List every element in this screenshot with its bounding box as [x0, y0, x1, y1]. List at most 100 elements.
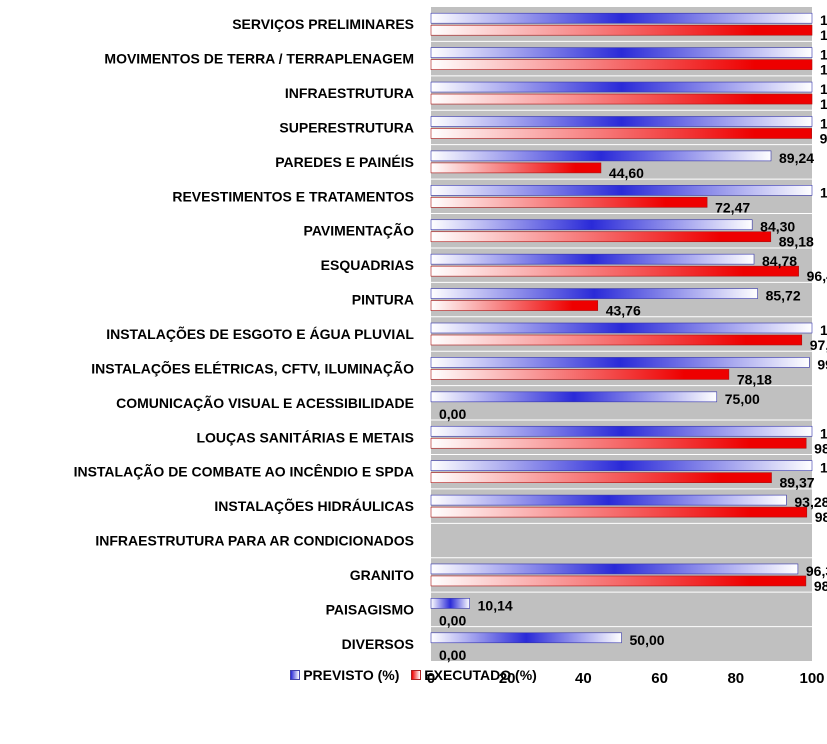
data-label: 89,37	[779, 475, 814, 491]
bar-previsto[interactable]	[430, 391, 718, 403]
category-label: INFRAESTRUTURA PARA AR CONDICIONADOS	[95, 533, 414, 549]
bar-previsto[interactable]	[430, 322, 813, 334]
bar-executado[interactable]	[430, 575, 807, 587]
category-label: INSTALAÇÕES HIDRÁULICAS	[214, 497, 414, 514]
data-label: 98,39	[814, 578, 827, 594]
legend-item-executado[interactable]: EXECUTADO (%)	[411, 667, 537, 683]
bar-executado[interactable]	[430, 437, 807, 449]
bar-executado[interactable]	[430, 369, 730, 380]
bar-executado[interactable]	[430, 93, 813, 105]
data-label: 50,00	[630, 632, 665, 648]
bar-previsto[interactable]	[430, 150, 772, 162]
data-label: 84,30	[760, 219, 795, 235]
data-label: 10,14	[478, 597, 513, 613]
data-label: 89,18	[779, 234, 814, 250]
category-label: PAVIMENTAÇÃO	[304, 222, 415, 239]
category-label: SERVIÇOS PRELIMINARES	[232, 16, 414, 32]
x-tick-label: 0	[427, 670, 435, 687]
category-label: GRANITO	[350, 567, 414, 583]
bar-previsto[interactable]	[430, 598, 470, 609]
data-label: 100,00	[820, 81, 827, 97]
bar-previsto[interactable]	[430, 563, 799, 575]
bar-previsto[interactable]	[430, 425, 813, 437]
category-label: COMUNICAÇÃO VISUAL E ACESSIBILIDADE	[116, 394, 414, 411]
legend-label-executado: EXECUTADO (%)	[424, 667, 537, 683]
data-label: 100,00	[820, 27, 827, 43]
bar-layer	[430, 12, 813, 644]
data-label: 0,00	[439, 406, 466, 422]
data-label: 96,30	[806, 563, 827, 579]
category-label: DIVERSOS	[342, 636, 414, 652]
category-label: PAISAGISMO	[326, 601, 415, 617]
data-label: 100,00	[820, 184, 827, 200]
legend-swatch-previsto	[290, 670, 301, 680]
data-label: 89,24	[779, 150, 814, 166]
legend-item-previsto[interactable]: PREVISTO (%)	[290, 667, 399, 683]
bar-executado[interactable]	[430, 265, 799, 277]
data-label: 43,76	[606, 303, 641, 319]
x-tick-label: 40	[575, 670, 592, 687]
data-label: 72,47	[715, 199, 750, 215]
bar-executado[interactable]	[430, 334, 803, 346]
x-tick-label: 80	[727, 670, 744, 687]
bar-previsto[interactable]	[430, 12, 813, 24]
data-label: 75,00	[725, 391, 760, 407]
data-label: 93,28	[794, 494, 827, 510]
legend-label-previsto: PREVISTO (%)	[303, 667, 400, 683]
bar-previsto[interactable]	[430, 632, 622, 644]
bar-executado[interactable]	[430, 24, 813, 36]
bar-previsto[interactable]	[430, 219, 753, 231]
bar-executado[interactable]	[430, 231, 772, 243]
data-label: 100,00	[820, 96, 827, 112]
data-label: 96,49	[807, 268, 827, 284]
data-label: 100,00	[820, 62, 827, 78]
bar-executado[interactable]	[430, 197, 708, 208]
category-label: MOVIMENTOS DE TERRA / TERRAPLENAGEM	[104, 51, 414, 67]
grid-layer	[431, 40, 812, 628]
bar-executado[interactable]	[430, 472, 772, 483]
bar-previsto[interactable]	[430, 288, 758, 299]
bar-executado[interactable]	[430, 506, 808, 518]
data-label: 97,31	[810, 337, 827, 353]
category-label: LOUÇAS SANITÁRIAS E METAIS	[196, 429, 414, 445]
data-label: 100,00	[820, 322, 827, 338]
bar-previsto[interactable]	[430, 253, 755, 265]
x-tick-label: 100	[799, 670, 824, 687]
category-label: PINTURA	[352, 292, 414, 308]
data-label: 44,60	[609, 165, 644, 181]
bar-previsto[interactable]	[430, 494, 787, 506]
bar-previsto[interactable]	[430, 357, 810, 368]
bar-previsto[interactable]	[430, 185, 813, 196]
data-label: 78,18	[737, 371, 772, 387]
data-label: 100,00	[820, 460, 827, 476]
bar-previsto[interactable]	[430, 460, 813, 471]
data-label: 84,78	[762, 253, 797, 269]
data-label: 99,30	[817, 356, 827, 372]
data-label: 99,91	[820, 130, 827, 146]
bar-previsto[interactable]	[430, 47, 813, 58]
bar-executado[interactable]	[430, 162, 602, 174]
plot-area	[431, 7, 812, 661]
data-label: 0,00	[439, 647, 466, 663]
legend: PREVISTO (%) EXECUTADO (%)	[0, 667, 827, 683]
data-label: 100,00	[820, 115, 827, 131]
category-label: SUPERESTRUTURA	[279, 119, 414, 135]
data-label: 100,00	[820, 47, 827, 63]
category-label: REVESTIMENTOS E TRATAMENTOS	[172, 188, 414, 204]
category-label: INSTALAÇÃO DE COMBATE AO INCÊNDIO E SPDA	[74, 463, 414, 480]
bar-executado[interactable]	[430, 59, 813, 70]
data-label: 100,00	[820, 12, 827, 28]
bar-executado[interactable]	[430, 128, 812, 139]
x-tick-label: 60	[651, 670, 668, 687]
value-labels: 100,00100,00100,00100,00100,00100,00100,…	[439, 12, 827, 663]
legend-swatch-executado	[411, 670, 422, 680]
bar-previsto[interactable]	[430, 116, 813, 127]
bar-previsto[interactable]	[430, 81, 813, 93]
data-label: 98,47	[814, 440, 827, 456]
data-label: 0,00	[439, 612, 466, 628]
bar-executado[interactable]	[430, 300, 599, 311]
category-label: INFRAESTRUTURA	[285, 85, 414, 101]
category-labels: SERVIÇOS PRELIMINARES MOVIMENTOS DE TERRA…	[74, 16, 415, 652]
data-label: 85,72	[766, 288, 801, 304]
